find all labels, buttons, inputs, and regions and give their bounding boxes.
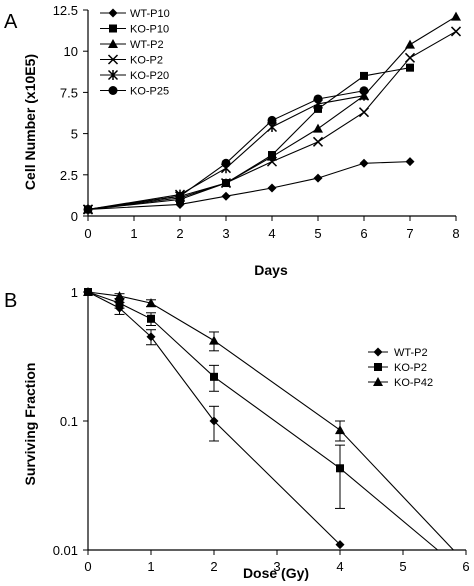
panel-a-point-ko-p25 xyxy=(83,204,93,214)
panel-a-series-line-ko-p2 xyxy=(87,30,457,210)
panel-a-point-ko-p10 xyxy=(360,71,368,80)
panel-b-legend-label-wt-p2: WT-P2 xyxy=(394,347,428,359)
panel-b-letter: B xyxy=(4,290,17,312)
panel-a-legend-label-ko-p20: KO-P20 xyxy=(130,70,169,82)
panel-a-point-wt-p10 xyxy=(267,183,277,193)
panel-a-legend-label-ko-p10: KO-P10 xyxy=(130,24,169,36)
panel-a-point-ko-p2 xyxy=(404,52,416,63)
panel-a-point-ko-p25 xyxy=(221,158,231,168)
panel-b-y-tick-label: 0.1 xyxy=(60,414,78,429)
panel-b-point-ko-p2 xyxy=(115,299,124,308)
panel-a-x-tick-label: 8 xyxy=(452,226,459,241)
panel-b-point-ko-p42 xyxy=(114,291,125,301)
panel-b-point-wt-p2 xyxy=(209,416,219,426)
panel-a-series-line-ko-p25 xyxy=(87,90,365,210)
panel-b-legend-label-ko-p2: KO-P2 xyxy=(394,362,427,374)
panel-a-x-tick-label: 2 xyxy=(176,226,183,241)
panel-a-legend-label-ko-p25: KO-P25 xyxy=(130,86,169,98)
panel-a-y-tick-label: 5 xyxy=(71,127,78,142)
panel-b-extrapolated-line xyxy=(339,429,454,551)
panel-a-series-line-ko-p20 xyxy=(87,95,365,210)
panel-a-point-ko-p10 xyxy=(406,63,414,72)
panel-a-point-ko-p2 xyxy=(450,26,462,37)
panel-b-y-tick-label: 0.01 xyxy=(53,543,78,558)
panel-a-legend-label-ko-p2: KO-P2 xyxy=(130,55,163,67)
panel-b-point-ko-p42 xyxy=(83,287,93,296)
panel-a-point-wt-p10 xyxy=(221,191,231,201)
panel-b-x-axis-label: Dose (Gy) xyxy=(243,565,309,581)
panel-a-point-ko-p2 xyxy=(220,178,232,189)
panel-a-x-tick-label: 1 xyxy=(130,226,137,241)
panel-b-legend-marker-ko-p42 xyxy=(373,377,383,386)
panel-b-x-tick-label: 4 xyxy=(336,559,343,574)
panel-b-x-tick-label: 3 xyxy=(273,559,280,574)
panel-a-y-tick-label: 2.5 xyxy=(60,168,78,183)
panel-a-x-tick-label: 5 xyxy=(314,226,321,241)
panel-b-point-wt-p2 xyxy=(146,332,156,342)
panel-a-point-ko-p25 xyxy=(175,191,185,201)
panel-a-y-tick-label: 12.5 xyxy=(53,3,78,18)
panel-a-legend-marker-ko-p2 xyxy=(107,54,119,65)
panel-b-y-tick-label: 1 xyxy=(71,285,78,300)
panel-b-point-wt-p2 xyxy=(335,540,345,550)
panel-a-x-tick-label: 0 xyxy=(84,226,91,241)
panel-a-chart: 0 1 2 3 4 5 6 7 8 0 2.5 5 7.5 10 12.5 WT-P10 KO-P10 WT-P2… xyxy=(53,3,462,241)
panel-a-y-axis-label: Cell Number (x10E5) xyxy=(22,54,38,190)
panel-a-x-tick-label: 3 xyxy=(222,226,229,241)
panel-a-legend-marker-wt-p2 xyxy=(108,39,118,48)
panel-a-legend-marker-ko-p25 xyxy=(108,86,118,95)
panel-a-x-axis-label: Days xyxy=(254,262,288,278)
panel-a-x-tick-label: 6 xyxy=(360,226,367,241)
panel-a-letter: A xyxy=(4,11,18,33)
panel-b-legend-marker-wt-p2 xyxy=(373,347,383,357)
panel-b-x-tick-label: 6 xyxy=(462,559,469,574)
panel-a-series-line-wt-p2 xyxy=(87,16,457,210)
panel-a-y-tick-label: 10 xyxy=(64,44,78,59)
panel-a-point-ko-p25 xyxy=(267,115,277,125)
panel-b-point-ko-p42 xyxy=(209,335,219,345)
panel-a-point-ko-p25 xyxy=(359,86,369,96)
panel-b-x-tick-label: 0 xyxy=(84,559,91,574)
panel-a-point-ko-p2 xyxy=(358,107,370,118)
panel-a-x-tick-label: 7 xyxy=(406,226,413,241)
panel-a-legend-marker-ko-p10 xyxy=(109,24,117,33)
panel-a-point-wt-p2 xyxy=(313,123,323,133)
panel-a-legend-marker-ko-p20 xyxy=(107,69,119,81)
panel-b-extrapolated-line xyxy=(339,467,439,551)
panel-a-y-tick-label: 7.5 xyxy=(60,85,78,100)
panel-a-point-wt-p10 xyxy=(359,158,369,168)
panel-a-x-tick-label: 4 xyxy=(268,226,275,241)
panel-b-point-ko-p42 xyxy=(146,298,156,308)
panel-b-chart: 0 1 2 3 4 5 6 0.01 0.1 1 WT-P2 KO-P2 KO-P42 xyxy=(53,285,470,574)
panel-a-point-wt-p2 xyxy=(451,11,461,21)
panel-a-point-wt-p10 xyxy=(313,173,323,183)
panel-b-x-tick-label: 1 xyxy=(147,559,154,574)
panel-a-legend-label-wt-p10: WT-P10 xyxy=(130,8,170,20)
panel-b-x-tick-label: 5 xyxy=(399,559,406,574)
panel-a-point-ko-p2 xyxy=(266,156,278,167)
panel-b-point-ko-p2 xyxy=(147,314,155,323)
panel-b-point-ko-p42 xyxy=(335,425,345,435)
panel-a-point-wt-p2 xyxy=(405,39,415,49)
panel-a-point-ko-p2 xyxy=(312,136,324,147)
panel-a-legend-marker-wt-p10 xyxy=(108,8,118,18)
panel-a-y-tick-label: 0 xyxy=(71,209,78,224)
panel-b-y-axis-label: Surviving Fraction xyxy=(22,363,38,486)
panel-b-point-ko-p2 xyxy=(210,372,218,381)
panel-b-x-tick-label: 2 xyxy=(210,559,217,574)
panel-a-point-ko-p25 xyxy=(313,94,323,104)
panel-b-legend-label-ko-p42: KO-P42 xyxy=(394,377,433,389)
panel-a-legend-label-wt-p2: WT-P2 xyxy=(130,39,164,51)
panel-b-legend-marker-ko-p2 xyxy=(374,363,382,371)
panel-a-point-wt-p10 xyxy=(405,157,415,167)
